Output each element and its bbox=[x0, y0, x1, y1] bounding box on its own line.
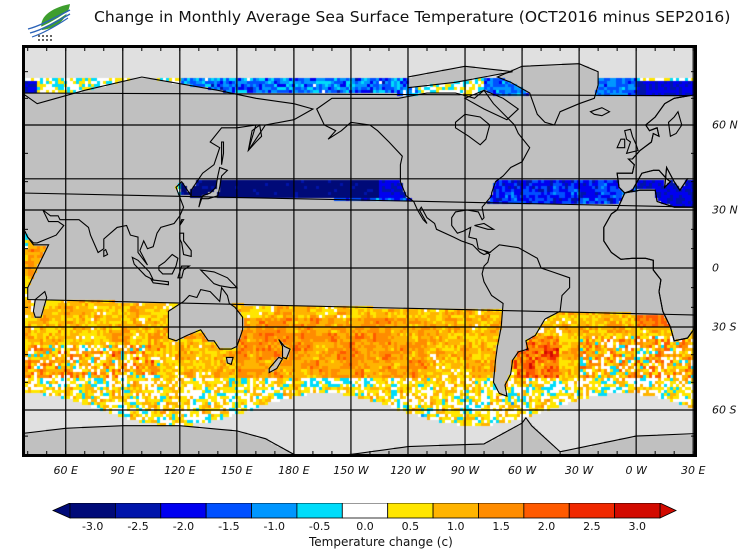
coastline-southamerica bbox=[481, 244, 571, 398]
coastline-japan bbox=[198, 166, 229, 208]
x-tick-label: 150 W bbox=[333, 464, 369, 477]
colorbar-tick-label: -3.0 bbox=[81, 520, 104, 533]
colorbar-bin bbox=[478, 503, 525, 519]
coastline-britain bbox=[624, 128, 639, 155]
x-tick-label: 30 W bbox=[564, 464, 594, 477]
y-tick-label: 60 N bbox=[712, 118, 738, 132]
map-frame bbox=[22, 45, 697, 457]
coastline-greenland bbox=[495, 63, 599, 126]
y-tick-label: 30 S bbox=[712, 320, 737, 334]
colorbar-tick-label: 2.5 bbox=[583, 520, 601, 533]
x-tick-label: 150 E bbox=[221, 464, 253, 477]
coastline-tasmania bbox=[225, 356, 234, 366]
colorbar-tick-label: 3.0 bbox=[628, 520, 647, 533]
colorbar-bin bbox=[341, 503, 389, 519]
colorbar-tick-label: 0.0 bbox=[356, 520, 374, 533]
coastline-europe_b bbox=[616, 93, 697, 194]
colorbar-tick-label: 1.5 bbox=[492, 520, 510, 533]
coastline-arabia_africa_b bbox=[603, 189, 697, 342]
coastline-newguinea bbox=[199, 269, 239, 289]
y-tick-label: 60 S bbox=[712, 403, 737, 417]
coastline-hudson_hole bbox=[454, 113, 491, 146]
colorbar-tick-label: -2.0 bbox=[172, 520, 195, 533]
coastline-kamchatka bbox=[247, 124, 263, 153]
colorbar-tick-label: -1.5 bbox=[218, 520, 240, 533]
coastline-srilanka bbox=[103, 248, 109, 258]
coastline-northamerica bbox=[316, 89, 531, 256]
colorbar-tick-label: 0.5 bbox=[401, 520, 420, 533]
colorbar-bin bbox=[251, 503, 298, 519]
sst-change-map bbox=[22, 45, 697, 457]
x-tick-label: 90 E bbox=[110, 464, 135, 477]
leaf-wave-logo-icon bbox=[27, 4, 71, 41]
coastline-madagascar bbox=[32, 290, 48, 318]
coastline-nz_n bbox=[278, 339, 291, 360]
colorbar-bin bbox=[205, 503, 252, 519]
colorbar-extend-min bbox=[52, 503, 71, 519]
coastline-iceland bbox=[589, 107, 611, 117]
coastline-australia bbox=[167, 286, 244, 350]
colorbar-label: Temperature change (c) bbox=[309, 535, 453, 549]
colorbar-tick-label: 1.0 bbox=[447, 520, 465, 533]
coastline-baffin bbox=[463, 89, 520, 121]
x-tick-label: 90 W bbox=[450, 464, 480, 477]
y-tick-label: 0 bbox=[712, 261, 719, 275]
colorbar-extend-max bbox=[659, 503, 677, 519]
coastline-ireland bbox=[616, 138, 626, 149]
coastline-java bbox=[150, 279, 169, 286]
map-overlay bbox=[22, 45, 697, 457]
y-tick-label: 30 N bbox=[712, 203, 738, 217]
sst-heatmap-canvas bbox=[22, 45, 697, 457]
colorbar-bin bbox=[432, 503, 479, 519]
x-tick-label: 60 W bbox=[507, 464, 537, 477]
colorbar-bin bbox=[614, 503, 661, 519]
x-tick-label: 180 E bbox=[278, 464, 310, 477]
colorbar-bin bbox=[296, 503, 343, 519]
coastline-antarctica bbox=[22, 416, 697, 457]
coastline-baltic_hole bbox=[667, 110, 683, 138]
coastline-taiwan bbox=[179, 219, 185, 226]
colorbar-bin bbox=[160, 503, 207, 519]
colorbar bbox=[52, 503, 677, 519]
colorbar-bin bbox=[387, 503, 434, 519]
colorbar-tick-label: 2.0 bbox=[537, 520, 556, 533]
colorbar-tick-label: -0.5 bbox=[308, 520, 331, 533]
x-tick-label: 120 W bbox=[390, 464, 426, 477]
logo-text bbox=[38, 35, 52, 41]
coastline-europe bbox=[22, 92, 690, 194]
x-tick-label: 120 E bbox=[164, 464, 196, 477]
colorbar-bin bbox=[114, 503, 162, 519]
x-tick-label: 0 W bbox=[625, 464, 647, 477]
coastline-borneo bbox=[158, 253, 179, 275]
coastline-philippines bbox=[179, 232, 192, 258]
coastline-sakhalin bbox=[221, 141, 225, 165]
x-tick-label: 60 E bbox=[53, 464, 78, 477]
colorbar-bin bbox=[523, 503, 570, 519]
colorbar-bin bbox=[568, 503, 616, 519]
colorbar-tick-label: -2.5 bbox=[127, 520, 149, 533]
colorbar-bin bbox=[69, 503, 116, 519]
coastline-cuba bbox=[474, 222, 496, 230]
chart-title: Change in Monthly Average Sea Surface Te… bbox=[94, 8, 731, 26]
colorbar-tick-label: -1.0 bbox=[263, 520, 285, 533]
coastline-nz_s bbox=[268, 356, 284, 374]
x-tick-label: 30 E bbox=[680, 464, 706, 477]
